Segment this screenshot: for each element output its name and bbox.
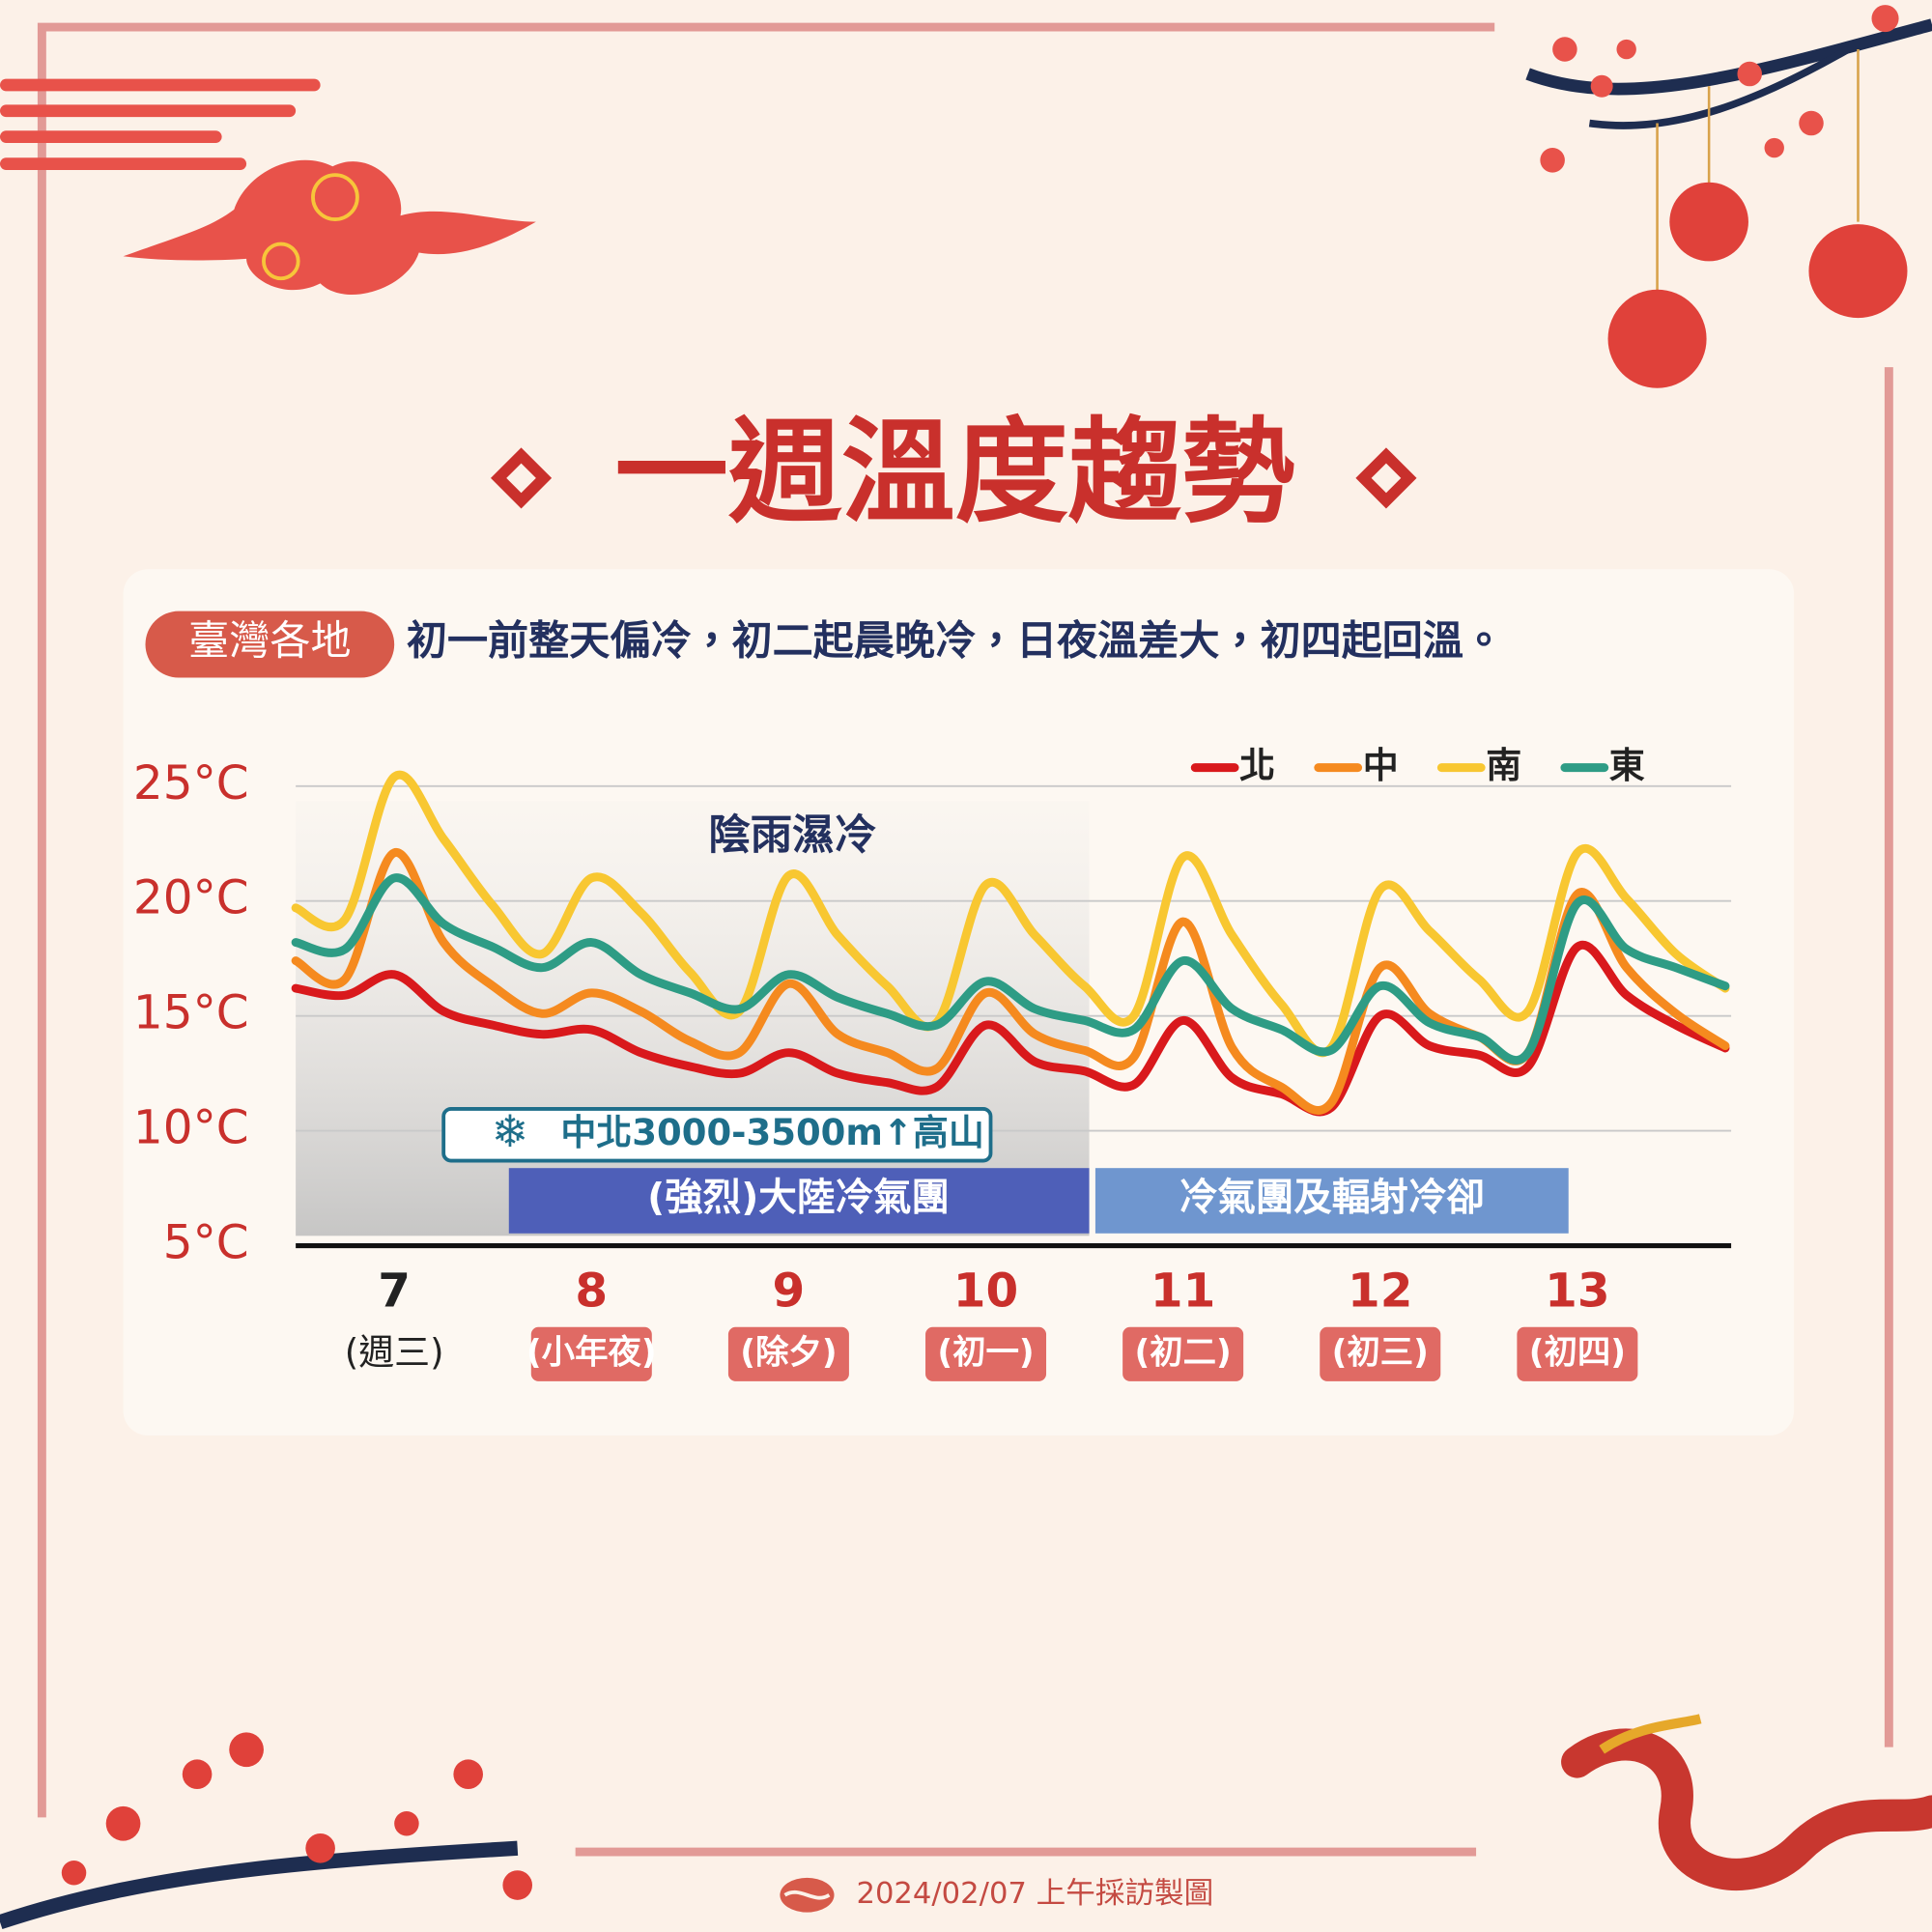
title-ornaments [490,447,1417,509]
chart-title: 一週溫度趨勢 [615,407,1295,539]
line-series [291,940,1730,1117]
y-tick-label: 15°C [133,986,249,1040]
y-tick-label: 20°C [133,871,249,925]
region-tag: 臺灣各地 [188,616,351,664]
annotation: 中北3000-3500m↑高山 [560,1112,983,1153]
x-tick-label: 8 [575,1264,608,1318]
annotation: 陰雨濕冷 [708,811,876,860]
legend: 北中南東 [1190,745,1645,786]
lantern-decoration [1525,5,1932,388]
x-tick-label: 9 [773,1264,806,1318]
x-sublabel-box [1122,1326,1244,1381]
blossom-decoration [0,1732,533,1930]
lines [291,770,1730,1117]
annotation: (強烈)大陸冷氣團 [647,1176,950,1220]
annotation-band [1094,1168,1569,1234]
annotations: 陰雨濕冷 ❄ 中北3000-3500m↑高山 (強烈)大陸冷氣團 冷氣團及輻射冷卻 [441,811,1569,1234]
region-tag-box [145,611,395,678]
annotation-box [441,1107,993,1163]
x-sublabel: (初三) [1332,1333,1429,1372]
cloud-decoration [0,78,536,295]
footer: 2024/02/07 上午採訪製圖 [856,1877,1213,1911]
x-tick-label: 12 [1348,1264,1412,1318]
y-tick-label: 5°C [163,1216,249,1270]
x-sublabel-box [1320,1326,1441,1381]
legend-label: 東 [1609,745,1645,786]
rainy-shading [296,801,1090,1236]
x-sublabel: (初四) [1529,1333,1626,1372]
x-tick-label: 11 [1151,1264,1215,1318]
x-tick-label: 13 [1545,1264,1609,1318]
frame [37,22,1893,1857]
x-sublabel-box [727,1326,849,1381]
x-tick-label: 10 [953,1264,1018,1318]
footer-logo [780,1877,835,1913]
annotation: 冷氣團及輻射冷卻 [1179,1176,1485,1220]
snow-icon: ❄ [492,1105,528,1157]
axes: 5°C 10°C 15°C 20°C 25°C 7 (週三) 8 (小年夜) 9 (除夕) 10 (初一… [133,756,1732,1381]
x-sublabel-box [530,1326,652,1381]
x-sublabel: (小年夜) [526,1333,657,1372]
line-series [291,770,1730,1058]
x-sublabel: (初二) [1134,1333,1231,1372]
dragon-decoration [1561,1714,1932,1890]
x-tick-label: 7 [378,1264,411,1318]
legend-label: 中 [1363,745,1399,786]
x-sublabel-box [1517,1326,1638,1381]
x-sublabel: (除夕) [740,1333,837,1372]
legend-label: 北 [1239,745,1275,786]
x-sublabel-box [925,1326,1047,1381]
subtitle: 初一前整天偏冷，初二起晨晚冷，日夜溫差大，初四起回溫。 [407,616,1504,664]
x-sublabel: (週三) [345,1331,444,1373]
x-sublabel: (初一) [937,1333,1034,1372]
annotation-band [508,1168,1090,1234]
y-tick-label: 25°C [133,756,249,810]
line-series [291,873,1730,1065]
y-tick-label: 10°C [133,1101,249,1155]
legend-label: 南 [1486,745,1521,786]
